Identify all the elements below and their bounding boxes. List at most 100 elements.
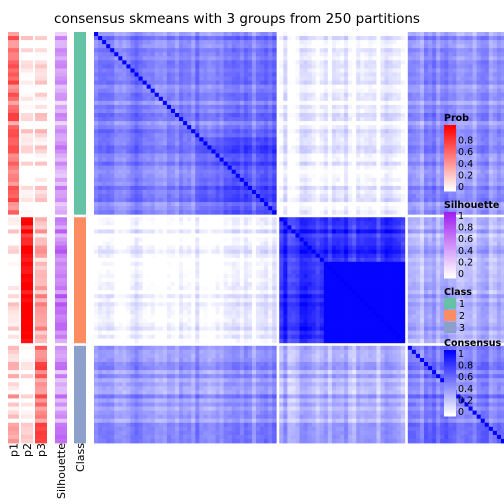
- heatmap-cell: [215, 52, 220, 57]
- heatmap-cell: [287, 165, 292, 171]
- annotation-cell: [8, 353, 19, 359]
- heatmap-cell: [126, 194, 131, 199]
- heatmap-cell: [166, 40, 172, 45]
- annotation-cell: [74, 210, 86, 215]
- annotation-cell: [35, 165, 47, 171]
- heatmap-cell: [344, 125, 349, 130]
- heatmap-cell: [179, 206, 184, 211]
- heatmap-cell: [130, 133, 135, 138]
- heatmap-cell: [480, 64, 486, 69]
- heatmap-cell: [335, 44, 341, 49]
- heatmap-cell: [211, 113, 216, 118]
- heatmap-cell: [468, 153, 473, 158]
- heatmap-cell: [428, 125, 433, 130]
- heatmap-cell: [432, 161, 437, 167]
- heatmap-cell: [400, 177, 406, 183]
- heatmap-cell: [440, 68, 445, 73]
- heatmap-cell: [335, 173, 341, 179]
- heatmap-cell: [303, 177, 308, 183]
- heatmap-cell: [183, 117, 188, 122]
- heatmap-cell: [319, 32, 325, 37]
- heatmap-cell: [106, 145, 111, 150]
- heatmap-cell: [279, 210, 284, 215]
- heatmap-cell: [411, 100, 417, 106]
- heatmap-cell: [323, 173, 329, 179]
- heatmap-cell: [138, 165, 143, 171]
- heatmap-cell: [384, 44, 389, 49]
- heatmap-cell: [335, 145, 341, 150]
- heatmap-cell: [407, 108, 413, 114]
- heatmap-cell: [239, 145, 245, 150]
- heatmap-cell: [223, 153, 229, 158]
- heatmap-cell: [436, 125, 441, 130]
- heatmap-cell: [295, 64, 300, 69]
- heatmap-cell: [235, 206, 241, 211]
- heatmap-cell: [415, 84, 421, 90]
- annotation-cell: [74, 113, 86, 118]
- heatmap-cell: [407, 40, 413, 45]
- heatmap-cell: [492, 189, 498, 195]
- annotation-cell: [35, 84, 47, 90]
- heatmap-cell: [179, 165, 184, 171]
- heatmap-cell: [380, 32, 385, 37]
- heatmap-cell: [452, 104, 457, 110]
- heatmap-cell: [94, 68, 99, 73]
- heatmap-cell: [476, 100, 482, 106]
- heatmap-cell: [170, 157, 176, 162]
- heatmap-cell: [162, 173, 168, 179]
- heatmap-cell: [352, 100, 357, 106]
- heatmap-cell: [380, 44, 385, 49]
- heatmap-cell: [215, 96, 220, 102]
- heatmap-cell: [492, 157, 498, 162]
- heatmap-cell: [464, 137, 469, 142]
- heatmap-cell: [207, 189, 212, 195]
- heatmap-cell: [150, 76, 156, 81]
- heatmap-cell: [134, 206, 139, 211]
- heatmap-cell: [364, 72, 369, 77]
- heatmap-cell: [179, 60, 184, 65]
- heatmap-cell: [102, 64, 107, 69]
- heatmap-cell: [166, 133, 172, 138]
- heatmap-cell: [411, 173, 417, 179]
- heatmap-cell: [150, 52, 156, 57]
- heatmap-cell: [106, 44, 111, 49]
- heatmap-cell: [323, 52, 329, 57]
- heatmap-cell: [239, 157, 245, 162]
- heatmap-cell: [227, 194, 233, 199]
- heatmap-cell: [319, 113, 325, 118]
- heatmap-cell: [327, 189, 333, 195]
- heatmap-cell: [468, 165, 473, 171]
- annotation-cell: [74, 225, 86, 230]
- heatmap-cell: [211, 137, 216, 142]
- heatmap-cell: [319, 165, 325, 171]
- heatmap-cell: [380, 145, 385, 150]
- heatmap-cell: [283, 206, 288, 211]
- heatmap-cell: [384, 189, 389, 195]
- heatmap-cell: [235, 210, 241, 215]
- heatmap-cell: [323, 194, 329, 199]
- heatmap-cell: [126, 153, 131, 158]
- heatmap-cell: [384, 68, 389, 73]
- heatmap-cell: [247, 88, 253, 94]
- heatmap-cell: [484, 133, 490, 138]
- heatmap-cell: [311, 84, 317, 90]
- heatmap-cell: [170, 36, 176, 41]
- heatmap-cell: [256, 68, 261, 73]
- heatmap-cell: [187, 96, 192, 102]
- heatmap-cell: [183, 125, 188, 130]
- heatmap-cell: [134, 100, 139, 106]
- heatmap-cell: [492, 177, 498, 183]
- heatmap-cell: [268, 121, 273, 126]
- heatmap-cell: [106, 108, 111, 114]
- heatmap-cell: [484, 96, 490, 102]
- heatmap-cell: [319, 76, 325, 81]
- heatmap-cell: [460, 141, 465, 146]
- heatmap-cell: [396, 52, 402, 57]
- heatmap-cell: [424, 100, 429, 106]
- heatmap-cell: [415, 96, 421, 102]
- heatmap-cell: [243, 44, 249, 49]
- heatmap-cell: [331, 181, 337, 187]
- heatmap-cell: [407, 84, 413, 90]
- heatmap-cell: [428, 121, 433, 126]
- heatmap-cell: [448, 189, 453, 195]
